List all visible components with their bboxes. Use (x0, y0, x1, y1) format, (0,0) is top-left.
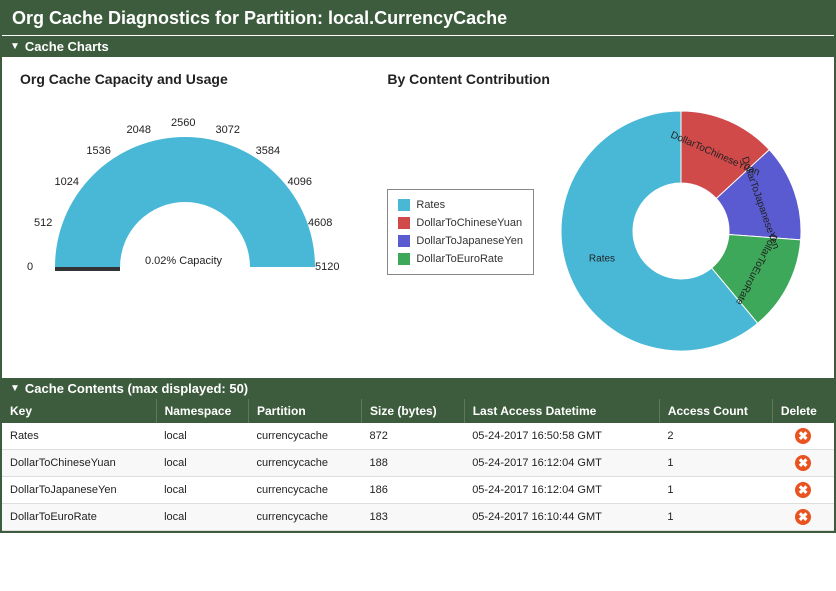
table-cell: 188 (361, 450, 464, 477)
page-title: Org Cache Diagnostics for Partition: loc… (2, 2, 834, 35)
gauge-tick: 4096 (287, 176, 311, 188)
table-row: DollarToJapaneseYenlocalcurrencycache186… (2, 477, 834, 504)
section-contents-header[interactable]: ▼ Cache Contents (max displayed: 50) (2, 377, 834, 399)
legend-item[interactable]: DollarToChineseYuan (398, 214, 523, 232)
table-cell: 05-24-2017 16:10:44 GMT (464, 504, 659, 531)
legend-item[interactable]: DollarToJapaneseYen (398, 232, 523, 250)
table-header[interactable]: Last Access Datetime (464, 399, 659, 423)
delete-icon[interactable]: ✖ (795, 455, 811, 471)
gauge-center-label: 0.02% Capacity (145, 255, 222, 267)
table-cell: currencycache (249, 504, 362, 531)
table-cell: currencycache (249, 477, 362, 504)
table-cell: 183 (361, 504, 464, 531)
table-cell: DollarToChineseYuan (2, 450, 156, 477)
collapse-icon: ▼ (10, 383, 20, 394)
legend-label: Rates (416, 196, 445, 214)
table-header[interactable]: Access Count (659, 399, 772, 423)
table-header[interactable]: Delete (772, 399, 834, 423)
table-cell: 05-24-2017 16:50:58 GMT (464, 423, 659, 450)
gauge-title: Org Cache Capacity and Usage (20, 71, 367, 87)
legend-label: DollarToChineseYuan (416, 214, 522, 232)
gauge-tick: 4608 (308, 217, 332, 229)
gauge-tick: 0 (27, 261, 33, 273)
table-cell: local (156, 450, 248, 477)
table-cell: DollarToJapaneseYen (2, 477, 156, 504)
legend-swatch (398, 217, 410, 229)
table-header[interactable]: Key (2, 399, 156, 423)
section-charts-header[interactable]: ▼ Cache Charts (2, 35, 834, 57)
table-cell: local (156, 504, 248, 531)
table-cell: 2 (659, 423, 772, 450)
donut-legend: RatesDollarToChineseYuanDollarToJapanese… (387, 189, 534, 275)
table-cell: 186 (361, 477, 464, 504)
table-cell-delete: ✖ (772, 477, 834, 504)
table-cell: DollarToEuroRate (2, 504, 156, 531)
gauge-tick: 2560 (171, 117, 195, 129)
legend-item[interactable]: DollarToEuroRate (398, 250, 523, 268)
table-cell-delete: ✖ (772, 504, 834, 531)
gauge-chart: Org Cache Capacity and Usage 0 512 1024 153… (20, 71, 367, 367)
cache-table: KeyNamespacePartitionSize (bytes)Last Ac… (2, 399, 834, 531)
gauge-tick: 1024 (55, 176, 79, 188)
table-header[interactable]: Partition (249, 399, 362, 423)
table-row: DollarToChineseYuanlocalcurrencycache188… (2, 450, 834, 477)
table-cell: 05-24-2017 16:12:04 GMT (464, 450, 659, 477)
gauge-tick: 3584 (256, 145, 280, 157)
section-contents-label: Cache Contents (max displayed: 50) (25, 381, 248, 396)
donut-chart: By Content Contribution RatesDollarToChi… (387, 71, 816, 367)
charts-panel: Org Cache Capacity and Usage 0 512 1024 153… (2, 57, 834, 377)
table-cell: 05-24-2017 16:12:04 GMT (464, 477, 659, 504)
table-cell: 1 (659, 504, 772, 531)
delete-icon[interactable]: ✖ (795, 428, 811, 444)
legend-swatch (398, 235, 410, 247)
table-cell: currencycache (249, 450, 362, 477)
gauge-tick: 3072 (215, 124, 239, 136)
table-cell: 1 (659, 450, 772, 477)
table-cell-delete: ✖ (772, 450, 834, 477)
table-cell: currencycache (249, 423, 362, 450)
donut-title: By Content Contribution (387, 71, 816, 87)
section-charts-label: Cache Charts (25, 39, 109, 54)
legend-swatch (398, 199, 410, 211)
table-cell: 1 (659, 477, 772, 504)
gauge-tick: 1536 (86, 145, 110, 157)
legend-label: DollarToJapaneseYen (416, 232, 523, 250)
table-row: DollarToEuroRatelocalcurrencycache18305-… (2, 504, 834, 531)
table-cell-delete: ✖ (772, 423, 834, 450)
legend-label: DollarToEuroRate (416, 250, 503, 268)
gauge-tick: 5120 (315, 261, 339, 273)
table-cell: Rates (2, 423, 156, 450)
table-row: Rateslocalcurrencycache87205-24-2017 16:… (2, 423, 834, 450)
table-cell: local (156, 423, 248, 450)
legend-swatch (398, 253, 410, 265)
legend-item[interactable]: Rates (398, 196, 523, 214)
gauge-tick: 2048 (127, 124, 151, 136)
table-cell: local (156, 477, 248, 504)
table-header[interactable]: Namespace (156, 399, 248, 423)
table-cell: 872 (361, 423, 464, 450)
gauge-tick: 512 (34, 217, 52, 229)
collapse-icon: ▼ (10, 41, 20, 52)
delete-icon[interactable]: ✖ (795, 509, 811, 525)
delete-icon[interactable]: ✖ (795, 482, 811, 498)
table-header[interactable]: Size (bytes) (361, 399, 464, 423)
